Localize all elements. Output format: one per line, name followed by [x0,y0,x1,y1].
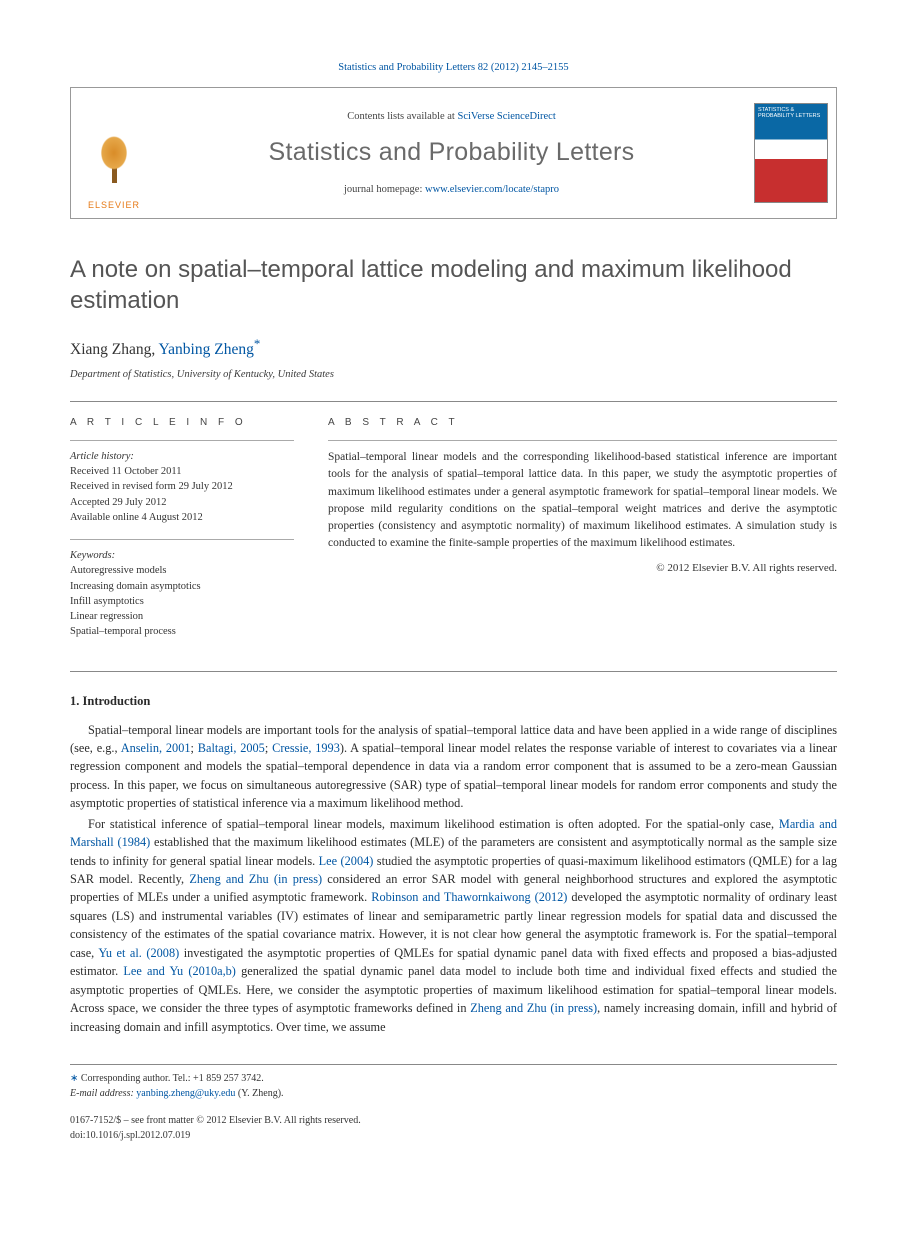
doi-link[interactable]: 10.1016/j.spl.2012.07.019 [86,1130,191,1141]
ref-lee-yu-2010[interactable]: Lee and Yu (2010a,b) [123,964,236,978]
history-online: Available online 4 August 2012 [70,510,294,525]
ref-zheng-zhu-inpress-2[interactable]: Zheng and Zhu (in press) [470,1001,597,1015]
ref-anselin-2001[interactable]: Anselin, 2001 [121,741,191,755]
bottom-divider [70,671,837,672]
keyword-4: Linear regression [70,609,294,624]
homepage-prefix: journal homepage: [344,184,425,195]
abstract-column: A B S T R A C T Spatial–temporal linear … [328,416,837,654]
doi-line: doi:10.1016/j.spl.2012.07.019 [70,1128,837,1143]
cover-thumb-block: STATISTICS & PROBABILITY LETTERS [746,88,836,218]
keyword-5: Spatial–temporal process [70,624,294,639]
doi-label: doi: [70,1130,86,1141]
ref-cressie-1993[interactable]: Cressie, 1993 [272,741,340,755]
contents-available-line: Contents lists available at SciVerse Sci… [157,109,746,124]
intro-para-2: For statistical inference of spatial–tem… [70,815,837,1036]
publisher-name: ELSEVIER [88,199,140,212]
ref-zheng-zhu-inpress-1[interactable]: Zheng and Zhu (in press) [189,872,322,886]
email-link[interactable]: yanbing.zheng@uky.edu [136,1088,235,1099]
history-received: Received 11 October 2011 [70,464,294,479]
keyword-2: Increasing domain asymptotics [70,579,294,594]
masthead-center: Contents lists available at SciVerse Sci… [157,88,746,218]
page: Statistics and Probability Letters 82 (2… [0,0,907,1183]
abstract-divider [328,440,837,441]
keyword-3: Infill asymptotics [70,594,294,609]
section-1-head: 1. Introduction [70,692,837,710]
intro-para-1: Spatial–temporal linear models are impor… [70,721,837,813]
masthead: ELSEVIER Contents lists available at Sci… [70,87,837,219]
keywords-block: Keywords: Autoregressive models Increasi… [70,548,294,639]
author-2-link[interactable]: Yanbing Zheng [159,341,254,358]
article-info-head: A R T I C L E I N F O [70,416,294,431]
keyword-1: Autoregressive models [70,563,294,578]
journal-name: Statistics and Probability Letters [157,134,746,170]
ref-lee-2004[interactable]: Lee (2004) [319,854,374,868]
journal-homepage-link[interactable]: www.elsevier.com/locate/stapro [425,184,559,195]
cover-title-text: STATISTICS & PROBABILITY LETTERS [758,107,824,119]
footnote-block: ∗ Corresponding author. Tel.: +1 859 257… [70,1064,837,1101]
running-head-citation: Statistics and Probability Letters 82 (2… [70,60,837,75]
email-line: E-mail address: yanbing.zheng@uky.edu (Y… [70,1086,837,1101]
email-label: E-mail address: [70,1088,134,1099]
article-title: A note on spatial–temporal lattice model… [70,255,837,316]
info-divider-2 [70,539,294,540]
info-divider-1 [70,440,294,441]
article-info-column: A R T I C L E I N F O Article history: R… [70,416,294,654]
corresponding-asterisk: * [254,336,260,351]
keywords-label: Keywords: [70,548,294,563]
abstract-text: Spatial–temporal linear models and the c… [328,449,837,553]
sciencedirect-link[interactable]: SciVerse ScienceDirect [457,111,555,122]
author-1: Xiang Zhang, [70,341,159,358]
email-attribution: (Y. Zheng). [235,1088,283,1099]
p2-text-a: For statistical inference of spatial–tem… [88,817,779,831]
front-matter-line: 0167-7152/$ – see front matter © 2012 El… [70,1113,837,1128]
journal-homepage-line: journal homepage: www.elsevier.com/locat… [157,182,746,197]
info-abstract-row: A R T I C L E I N F O Article history: R… [70,402,837,672]
corresponding-text: Corresponding author. Tel.: +1 859 257 3… [81,1073,264,1084]
imprint-block: 0167-7152/$ – see front matter © 2012 El… [70,1113,837,1143]
abstract-copyright: © 2012 Elsevier B.V. All rights reserved… [328,561,837,577]
ref-yu-2008[interactable]: Yu et al. (2008) [98,946,179,960]
history-accepted: Accepted 29 July 2012 [70,495,294,510]
history-revised: Received in revised form 29 July 2012 [70,479,294,494]
ref-baltagi-2005[interactable]: Baltagi, 2005 [198,741,265,755]
corresponding-author-note: ∗ Corresponding author. Tel.: +1 859 257… [70,1071,837,1086]
abstract-head: A B S T R A C T [328,416,837,431]
contents-prefix: Contents lists available at [347,111,457,122]
affiliation: Department of Statistics, University of … [70,367,837,382]
footnote-asterisk-icon: ∗ [70,1073,78,1084]
ref-robinson-2012[interactable]: Robinson and Thawornkaiwong (2012) [371,890,567,904]
citation-link[interactable]: Statistics and Probability Letters 82 (2… [338,62,568,73]
article-history: Article history: Received 11 October 201… [70,449,294,525]
publisher-logo-block: ELSEVIER [71,88,157,218]
author-list: Xiang Zhang, Yanbing Zheng* [70,335,837,362]
journal-cover-thumb: STATISTICS & PROBABILITY LETTERS [754,103,828,203]
history-label: Article history: [70,449,294,464]
elsevier-tree-icon [90,133,138,195]
p1-sep-1: ; [191,741,198,755]
